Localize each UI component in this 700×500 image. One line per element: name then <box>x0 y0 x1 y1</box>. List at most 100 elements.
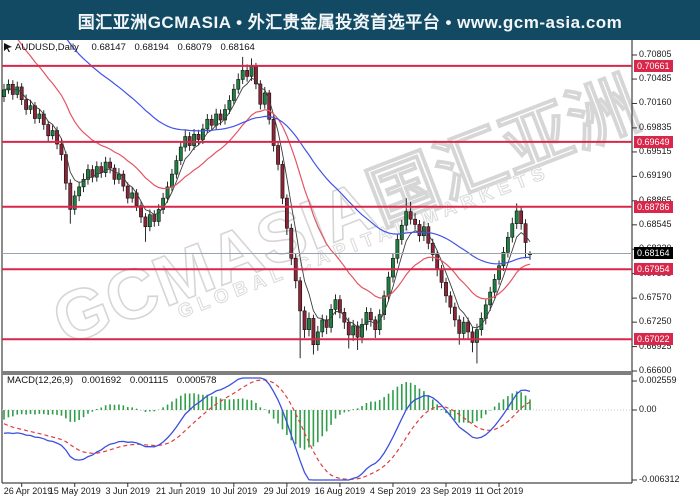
candle-body <box>24 99 29 110</box>
price-tick-label: 0.66925 <box>639 340 672 351</box>
candle-body <box>231 88 236 101</box>
candle-body <box>6 84 11 91</box>
level-price-label: 0.68786 <box>634 200 673 213</box>
ohlc-open-value: 0.68147 <box>91 42 126 53</box>
candle-body <box>59 143 64 155</box>
price-tick-label: 0.69835 <box>639 121 672 132</box>
candle-body <box>368 312 373 321</box>
candle-body <box>413 218 417 225</box>
date-tick-label: 11 Oct 2019 <box>474 486 524 496</box>
candle-body <box>284 197 289 229</box>
macd-tick-label: 0.00 <box>639 404 657 414</box>
candle-body <box>262 92 267 105</box>
candle-body <box>86 169 90 180</box>
price-tick-label: 0.70805 <box>639 49 672 59</box>
candle-body <box>373 319 378 330</box>
candle-body <box>72 195 77 210</box>
candle-body <box>147 214 152 228</box>
price-tick-label: 0.70160 <box>639 97 672 108</box>
candle-body <box>360 324 364 338</box>
candle-body <box>307 318 311 330</box>
candle-body <box>170 173 174 188</box>
macd-signal-line <box>3 379 531 481</box>
moving-average-line <box>3 77 531 329</box>
chart-symbol-header: AUDUSD,Daily 0.68147 0.68194 0.68079 0.6… <box>15 42 255 53</box>
candle-body <box>346 321 351 336</box>
level-price-label: 0.69649 <box>634 135 673 148</box>
candle-body <box>19 86 24 101</box>
candle-body <box>249 66 254 77</box>
candle-body <box>28 105 33 110</box>
chart-cursor-arrow-icon <box>4 43 12 52</box>
candle-body <box>276 145 280 165</box>
candle-body <box>461 321 466 334</box>
candle-body <box>298 280 303 312</box>
price-tick-label: 0.69515 <box>639 145 672 156</box>
candle-body <box>519 210 524 225</box>
macd-histogram-value: 0.000578 <box>176 375 217 386</box>
candle-body <box>125 185 130 199</box>
date-tick-label: 3 Jun 2019 <box>105 486 151 496</box>
candle-body <box>77 186 82 197</box>
candle-body <box>391 257 395 278</box>
candle-body <box>112 167 117 180</box>
candle-body <box>514 210 519 225</box>
pane-separator[interactable] <box>2 371 632 375</box>
candle-body <box>351 325 356 336</box>
macd-signal-value: 0.001115 <box>129 375 169 386</box>
price-tick-label: 0.67250 <box>639 316 672 327</box>
candle-body <box>466 321 471 333</box>
candle-body <box>205 118 210 130</box>
candle-body <box>94 166 99 178</box>
candle-body <box>448 295 453 308</box>
candle-body <box>395 239 400 259</box>
level-price-label: 0.67022 <box>634 333 673 346</box>
candle-body <box>430 242 435 255</box>
candle-body <box>245 70 250 77</box>
date-tick-label: 23 Sep 2019 <box>420 486 472 496</box>
date-tick-label: 29 Jul 2019 <box>263 486 311 496</box>
ohlc-low-value: 0.68079 <box>177 42 212 53</box>
candle-body <box>192 133 196 146</box>
candle-body <box>386 276 391 297</box>
macd-indicator-label: MACD(12,26,9) <box>7 375 73 386</box>
candle-body <box>475 329 479 343</box>
candle-body <box>218 113 223 121</box>
candle-body <box>452 306 457 321</box>
candle-body <box>505 236 510 253</box>
candle-body <box>382 295 387 315</box>
candle-body <box>240 70 245 80</box>
candle-body <box>161 197 166 210</box>
date-tick-label: 16 Aug 2019 <box>314 486 366 496</box>
symbol-timeframe-label: AUDUSD,Daily <box>15 42 79 53</box>
candle-body <box>417 224 422 237</box>
candle-body <box>152 214 157 222</box>
price-tick-label: 0.70485 <box>639 73 672 84</box>
candle-body <box>404 211 409 226</box>
date-tick-label: 21 Jun 2019 <box>156 486 206 496</box>
date-tick-label: 10 Jul 2019 <box>210 486 258 496</box>
candle-body <box>444 282 448 297</box>
candle-body <box>258 83 263 105</box>
candle-body <box>174 160 179 175</box>
candle-body <box>50 130 55 137</box>
date-axis[interactable]: 26 Apr 2019 15 May 2019 3 Jun 2019 21 Jun 2… <box>0 486 700 500</box>
macd-tick-label: 0.002559 <box>639 375 677 385</box>
candle-body <box>280 164 285 199</box>
candle-body <box>214 113 219 126</box>
candle-body <box>227 100 232 110</box>
macd-indicator-header: MACD(12,26,9) 0.001692 0.001115 0.000578 <box>7 375 216 386</box>
candle-body <box>99 166 104 173</box>
candle-body <box>196 133 201 140</box>
moving-average-line <box>3 20 531 300</box>
level-price-label: 0.70661 <box>634 59 673 72</box>
candle-body <box>81 179 86 188</box>
candle-body <box>289 227 294 259</box>
candle-body <box>320 319 325 333</box>
candle-body <box>165 186 170 199</box>
date-tick-label: 15 May 2019 <box>48 486 101 496</box>
price-axis[interactable]: 0.70805 0.70485 0.70160 0.69835 0.69515 0.691… <box>633 40 700 485</box>
candle-body <box>302 310 307 330</box>
